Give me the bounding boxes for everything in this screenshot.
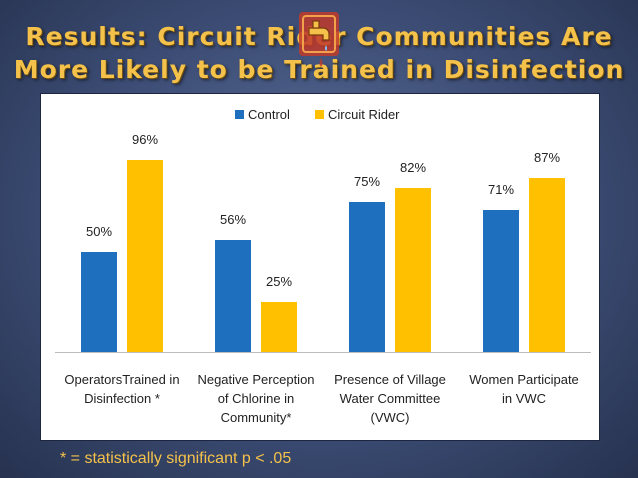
bar-chart: Control Circuit Rider 50% 96% OperatorsTrain… xyxy=(55,107,591,425)
bar-control-2 xyxy=(349,202,385,352)
data-label-0-0: 50% xyxy=(86,224,112,239)
legend-label-1: Circuit Rider xyxy=(328,107,400,122)
bar-circuit-rider-2 xyxy=(395,188,431,352)
legend-swatch-0 xyxy=(235,110,244,119)
legend-swatch-1 xyxy=(315,110,324,119)
chart-panel: Control Circuit Rider 50% 96% OperatorsTrain… xyxy=(40,93,600,441)
data-label-0-2: 75% xyxy=(354,174,380,189)
category-label-3: Women Participate in VWC xyxy=(469,372,579,406)
legend-label-0: Control xyxy=(248,107,290,122)
data-label-1-3: 87% xyxy=(534,150,560,165)
category-label-2: Presence of Village Water Committee (VWC) xyxy=(334,372,446,425)
data-label-0-3: 71% xyxy=(488,182,514,197)
bar-circuit-rider-1 xyxy=(261,302,297,352)
category-label-0: OperatorsTrained in Disinfection * xyxy=(64,372,179,406)
category-label-1: Negative Perception of Chlorine in Communi… xyxy=(197,372,314,425)
bar-circuit-rider-3 xyxy=(529,178,565,352)
slide-title-line-2: More Likely to be Trained in Disinfectio… xyxy=(13,55,625,84)
bar-control-0 xyxy=(81,252,117,352)
data-label-1-2: 82% xyxy=(400,160,426,175)
data-label-1-0: 96% xyxy=(132,132,158,147)
data-label-0-1: 56% xyxy=(220,212,246,227)
bar-circuit-rider-0 xyxy=(127,160,163,352)
bar-control-3 xyxy=(483,210,519,352)
faucet-dripping-icon xyxy=(299,12,339,67)
data-label-1-1: 25% xyxy=(266,274,292,289)
bar-control-1 xyxy=(215,240,251,352)
footnote: * = statistically significant p < .05 xyxy=(60,450,292,467)
